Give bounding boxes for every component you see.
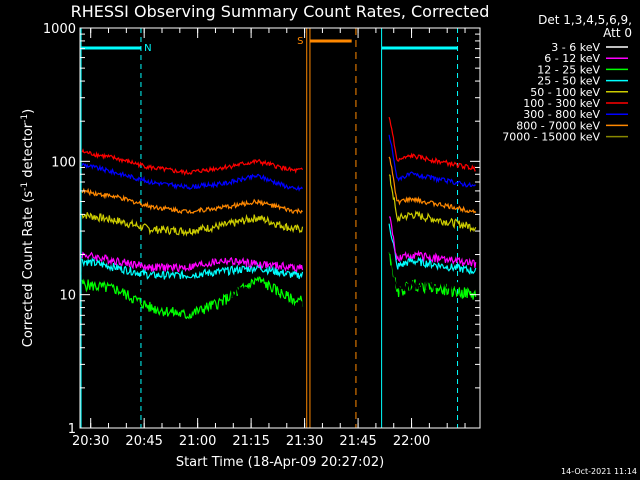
legend-label-8: 7000 - 15000 keV <box>502 131 600 144</box>
series-1-segment-0 <box>81 251 304 273</box>
x-tick-label: 20:30 <box>72 434 109 449</box>
legend-label-3: 25 - 50 keV <box>537 75 600 88</box>
series-7-segment-1 <box>388 156 477 214</box>
saa-annotation: S <box>297 36 303 47</box>
x-axis-label: Start Time (18-Apr-09 20:27:02) <box>176 455 384 470</box>
legend-label-4: 50 - 100 keV <box>530 86 600 99</box>
legend-header-line-2: Att 0 <box>603 26 632 40</box>
legend-label-1: 6 - 12 keV <box>544 52 600 65</box>
night-annotation: N <box>144 43 151 54</box>
footer-date: 14-Oct-2021 11:14 <box>561 467 637 476</box>
x-tick-label: 20:45 <box>125 434 162 449</box>
legend-label-5: 100 - 300 keV <box>523 97 600 110</box>
series-3-segment-0 <box>81 257 304 280</box>
series-4-segment-1 <box>388 174 477 233</box>
y-axis-label: Corrected Count Rate (s-1 detector-1) <box>20 109 36 347</box>
series-5-segment-0 <box>81 148 304 177</box>
series-4-segment-0 <box>81 212 304 237</box>
legend-label-0: 3 - 6 keV <box>551 41 600 54</box>
series-0-segment-1 <box>388 247 477 295</box>
y-tick-label: 1 <box>68 422 76 437</box>
series-7-segment-0 <box>81 187 303 215</box>
series-2-segment-0 <box>81 276 304 320</box>
y-tick-label: 1000 <box>43 22 76 37</box>
legend-label-6: 300 - 800 keV <box>523 108 600 121</box>
x-tick-label: 21:15 <box>232 434 269 449</box>
series-2-segment-1 <box>388 252 477 300</box>
series-6-segment-1 <box>388 134 476 188</box>
series-1-segment-1 <box>388 216 477 268</box>
legend-label-7: 800 - 7000 keV <box>516 119 600 132</box>
y-tick-label: 100 <box>51 155 76 170</box>
x-tick-label: 21:45 <box>339 434 376 449</box>
series-3-segment-1 <box>388 223 477 276</box>
axes-box <box>79 27 481 429</box>
x-tick-label: 21:00 <box>179 434 216 449</box>
x-tick-label: 22:00 <box>393 434 430 449</box>
legend-label-2: 12 - 25 keV <box>537 63 600 76</box>
x-tick-label: 21:30 <box>286 434 323 449</box>
series-5-segment-1 <box>388 116 476 172</box>
plot-frame: 1 10 100 1000 20:30 20:45 21:00 21:15 21:30 21:45… <box>43 22 481 449</box>
series-0-segment-0 <box>81 266 304 313</box>
legend-header-line-1: Det 1,3,4,5,6,9, <box>538 13 632 27</box>
chart-title: RHESSI Observing Summary Count Rates, Co… <box>71 2 490 21</box>
y-tick-label: 10 <box>59 289 76 304</box>
series-6-segment-0 <box>81 162 303 192</box>
